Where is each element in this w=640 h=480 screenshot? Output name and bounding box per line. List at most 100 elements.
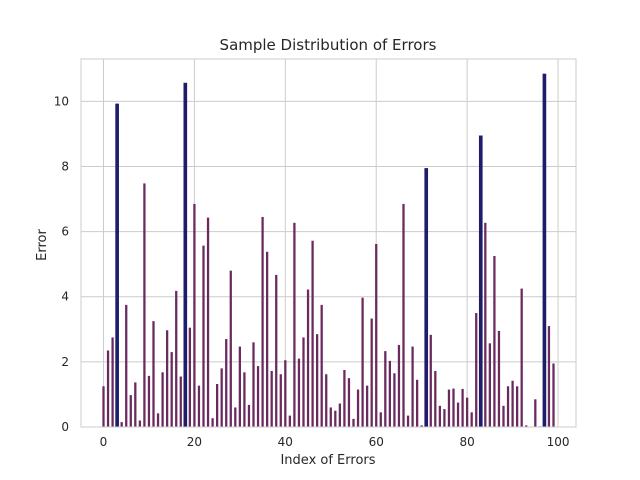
bar	[225, 339, 228, 427]
bar	[516, 386, 519, 427]
y-tick-label: 0	[61, 420, 69, 434]
bar-highlight	[183, 82, 188, 428]
bar	[456, 402, 460, 427]
bar	[388, 360, 391, 427]
bar	[397, 344, 401, 427]
tick-labels: 0 20 40 60 80 100 0 2 4 6 8 10	[54, 94, 570, 449]
bar	[143, 183, 146, 427]
bar	[334, 410, 337, 427]
bar	[406, 415, 410, 427]
bar	[488, 343, 491, 427]
bar-highlight	[478, 135, 483, 427]
bar	[411, 346, 414, 427]
x-tick-label: 20	[187, 435, 202, 449]
bar	[375, 243, 378, 427]
bar	[202, 245, 205, 427]
bar	[229, 270, 232, 427]
bar	[288, 415, 291, 427]
bar	[447, 389, 451, 427]
bar	[520, 288, 523, 427]
bar	[138, 420, 141, 427]
bar	[188, 327, 191, 427]
bar	[129, 395, 132, 427]
bar	[497, 330, 501, 427]
bar	[452, 388, 455, 427]
bar	[120, 422, 123, 427]
x-tick-label: 60	[369, 435, 384, 449]
bar	[252, 342, 255, 427]
bar	[293, 222, 296, 427]
bar	[506, 386, 510, 427]
bar	[366, 385, 369, 427]
bar	[461, 388, 464, 427]
bar	[534, 399, 537, 427]
x-axis-title: Index of Errors	[280, 453, 375, 468]
bar	[466, 397, 469, 427]
bar	[552, 363, 555, 427]
bar	[434, 370, 437, 427]
bar	[211, 418, 214, 427]
bar	[161, 372, 164, 427]
bar	[352, 418, 355, 427]
bar	[547, 326, 551, 427]
bar	[502, 405, 505, 427]
bar	[197, 385, 201, 427]
bar	[470, 412, 473, 427]
plot-border	[80, 58, 577, 428]
bar	[475, 313, 478, 427]
bar	[275, 274, 278, 427]
bar	[379, 412, 382, 427]
bar	[279, 374, 282, 427]
bar	[525, 425, 528, 427]
bar	[170, 352, 173, 427]
bar-highlight	[542, 73, 547, 427]
bar	[356, 389, 360, 427]
y-tick-label: 8	[61, 159, 69, 173]
bar	[361, 297, 364, 427]
bar	[438, 405, 441, 427]
bar	[216, 384, 219, 427]
x-tick-label: 40	[278, 435, 293, 449]
bar	[256, 366, 260, 427]
bar	[302, 337, 305, 427]
bar	[511, 380, 514, 427]
bar	[306, 289, 310, 427]
bar	[206, 217, 210, 427]
bar	[329, 407, 332, 427]
bar	[175, 290, 178, 427]
y-tick-label: 4	[61, 290, 69, 304]
bar	[125, 304, 128, 427]
bar	[493, 256, 496, 427]
bar	[343, 370, 346, 427]
bar	[156, 413, 160, 427]
bar	[347, 378, 351, 427]
bar	[420, 425, 423, 427]
bar	[111, 337, 114, 427]
bar	[311, 240, 314, 427]
bar	[102, 386, 105, 427]
bar	[402, 203, 405, 427]
x-tick-label: 80	[459, 435, 474, 449]
bar	[134, 382, 137, 427]
bar	[238, 346, 241, 427]
bar	[393, 373, 396, 427]
x-tick-label: 0	[100, 435, 108, 449]
plot-frame	[80, 58, 577, 428]
bar	[416, 379, 419, 427]
bar	[147, 375, 151, 427]
bar	[370, 318, 373, 427]
y-tick-label: 6	[61, 225, 69, 239]
bar	[243, 372, 246, 427]
bar	[220, 368, 223, 427]
bar-highlight	[115, 103, 119, 427]
bars	[102, 73, 555, 428]
bar	[325, 374, 328, 427]
bar	[338, 403, 341, 427]
bar	[484, 222, 487, 427]
bar	[316, 334, 319, 427]
bar	[179, 376, 182, 427]
bar	[266, 251, 269, 427]
